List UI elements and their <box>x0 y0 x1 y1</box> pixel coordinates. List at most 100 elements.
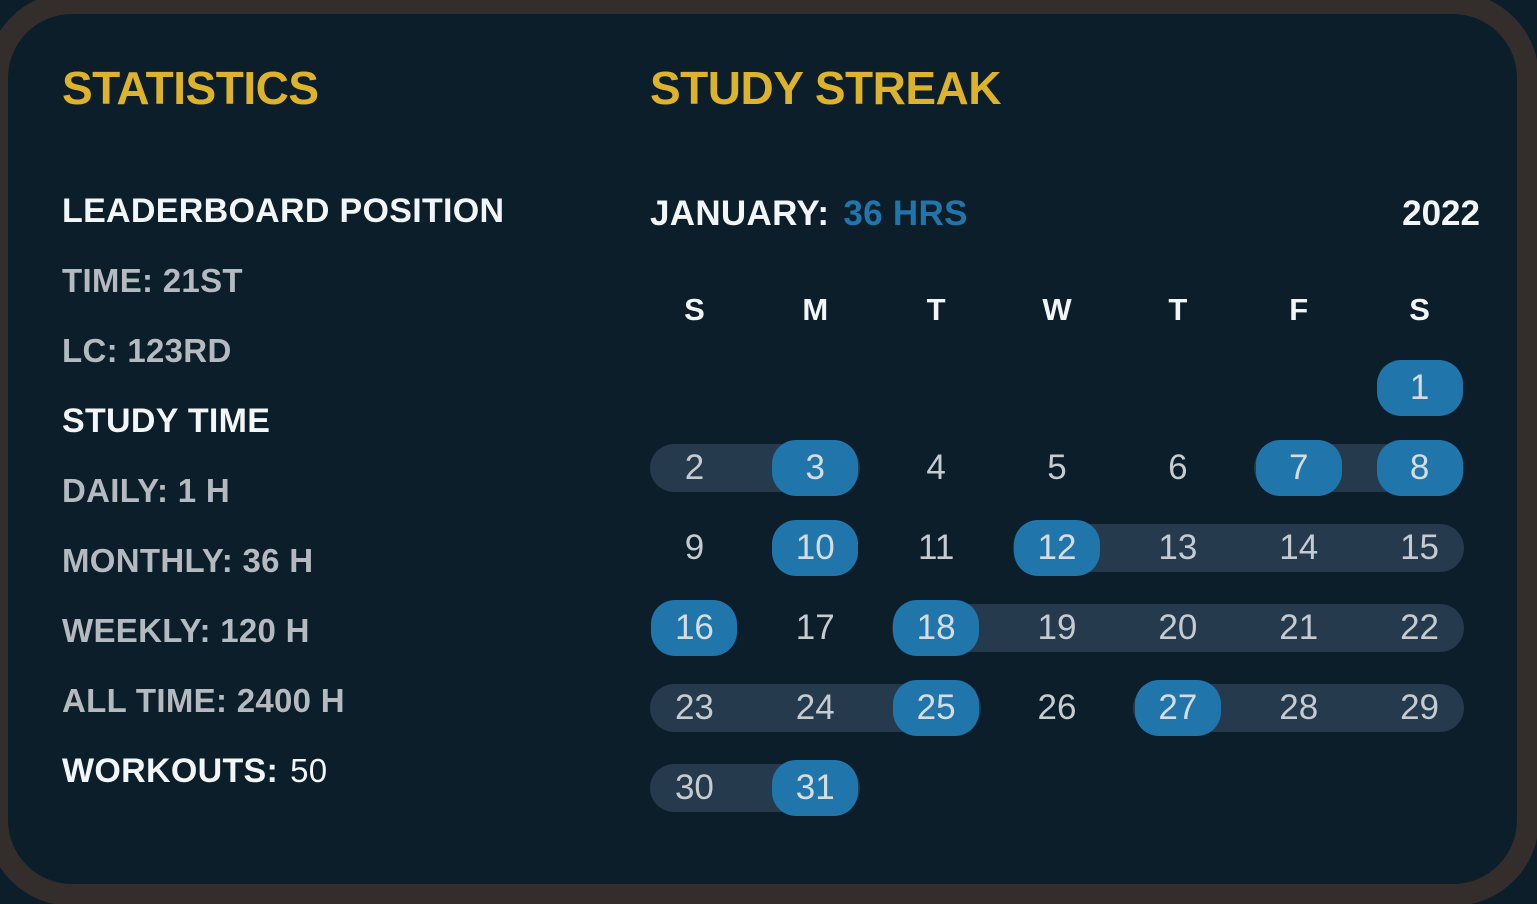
study-time-heading: STUDY TIME <box>62 401 271 440</box>
weekday-header: S <box>1409 292 1430 327</box>
active-day-chip: 3 <box>772 440 859 496</box>
active-day-chip: 27 <box>1134 680 1221 736</box>
calendar-day: 5 <box>997 428 1118 508</box>
calendar-day-empty <box>876 348 997 428</box>
day-number: 8 <box>1409 448 1430 487</box>
day-number: 2 <box>684 448 705 487</box>
active-day-chip: 7 <box>1255 440 1342 496</box>
leaderboard-position-heading: LEADERBOARD POSITION <box>62 191 505 230</box>
calendar-day: 24 <box>754 668 876 748</box>
active-day-chip: 18 <box>893 600 980 656</box>
day-number: 29 <box>1400 688 1440 727</box>
calendar-day-empty <box>997 748 1118 828</box>
calendar-day: 21 <box>1238 588 1360 668</box>
calendar-day-active: 1 <box>1359 348 1480 428</box>
calendar-day-empty <box>755 348 876 428</box>
day-number: 6 <box>1168 448 1188 487</box>
active-day-chip: 25 <box>893 680 980 736</box>
study-streak-title: STUDY STREAK <box>650 62 1001 114</box>
calendar-day: 14 <box>1238 508 1360 588</box>
calendar-day-empty <box>1117 348 1238 428</box>
weekday-header: F <box>1289 292 1309 327</box>
workouts-label: WORKOUTS: <box>62 751 279 790</box>
day-number: 25 <box>916 688 956 727</box>
calendar-day: 17 <box>755 588 876 668</box>
day-number: 9 <box>684 528 705 567</box>
month-summary-row: JANUARY: 36 HRS 2022 <box>650 192 1480 236</box>
study-streak-panel: STUDY STREAK JANUARY: 36 HRS 2022 S M T W T F… <box>650 14 1517 884</box>
weekday-header: W <box>1042 292 1072 327</box>
calendar-day: 26 <box>997 668 1118 748</box>
monthly-study-time: MONTHLY: 36 H <box>62 542 314 579</box>
day-number: 12 <box>1037 528 1077 567</box>
lc-rank: LC: 123RD <box>62 332 232 369</box>
year-label: 2022 <box>1402 194 1480 233</box>
day-number: 3 <box>805 448 825 487</box>
streak-track-segment <box>1359 684 1464 732</box>
streak-track-segment <box>1359 524 1464 572</box>
streak-track-segment <box>1238 524 1360 572</box>
workouts-value: 50 <box>290 752 328 789</box>
day-number: 21 <box>1279 608 1319 647</box>
calendar-day: 23 <box>634 668 755 748</box>
streak-track-segment <box>1117 604 1239 652</box>
weekday-header: T <box>1168 292 1188 327</box>
streak-track-segment <box>1359 604 1464 652</box>
calendar-day-active: 18 <box>876 588 997 668</box>
month-label: JANUARY: <box>650 194 830 233</box>
day-number: 15 <box>1400 528 1440 567</box>
day-number: 23 <box>674 688 714 727</box>
calendar-grid: S M T W T F S 1 2 3 4 5 6 7 8 9 10 11 12 13 14 15 16 17 18 19 20 21… <box>634 272 1480 828</box>
calendar-day: 19 <box>996 588 1118 668</box>
calendar-day: 4 <box>876 428 997 508</box>
streak-track-segment <box>1117 524 1239 572</box>
streak-track-segment <box>1238 604 1360 652</box>
calendar-day: 30 <box>634 748 755 828</box>
calendar-day-empty <box>997 348 1118 428</box>
day-number: 10 <box>795 528 835 567</box>
weekday-header: S <box>684 292 705 327</box>
daily-study-time: DAILY: 1 H <box>62 472 231 509</box>
weekday-header: M <box>802 292 829 327</box>
day-number: 16 <box>674 608 714 647</box>
statistics-title: STATISTICS <box>62 62 319 114</box>
calendar-day-active: 10 <box>755 508 876 588</box>
active-day-chip: 8 <box>1376 440 1463 496</box>
streak-track-segment <box>650 684 755 732</box>
day-number: 13 <box>1158 528 1198 567</box>
streak-track-segment <box>754 684 876 732</box>
calendar-day: 29 <box>1359 668 1480 748</box>
streak-track-segment <box>1238 684 1360 732</box>
calendar-day-active: 31 <box>754 748 876 828</box>
active-day-chip: 16 <box>651 600 738 656</box>
day-number: 24 <box>795 688 835 727</box>
calendar-day-empty <box>1238 748 1359 828</box>
calendar-day-active: 3 <box>754 428 876 508</box>
day-number: 20 <box>1158 608 1198 647</box>
calendar-day-empty <box>1359 748 1480 828</box>
calendar-day: 28 <box>1238 668 1360 748</box>
active-day-chip: 1 <box>1376 360 1463 416</box>
weekly-study-time: WEEKLY: 120 H <box>62 612 310 649</box>
day-number: 19 <box>1037 608 1077 647</box>
calendar-day: 9 <box>634 508 755 588</box>
calendar-day: 2 <box>634 428 755 508</box>
calendar-day-empty <box>876 748 997 828</box>
day-number: 27 <box>1158 688 1198 727</box>
day-number: 1 <box>1409 368 1430 407</box>
calendar-day-empty <box>634 348 755 428</box>
calendar-day-active: 8 <box>1359 428 1480 508</box>
day-number: 26 <box>1037 688 1077 727</box>
workouts-line: WORKOUTS: 50 <box>62 736 650 806</box>
calendar-day-active: 25 <box>875 668 997 748</box>
streak-track-segment <box>650 764 755 812</box>
day-number: 31 <box>795 768 835 807</box>
calendar-day-empty <box>1117 748 1238 828</box>
calendar-day: 22 <box>1359 588 1480 668</box>
weekday-header: T <box>926 292 946 327</box>
calendar-day: 13 <box>1117 508 1239 588</box>
day-number: 28 <box>1279 688 1319 727</box>
calendar-day: 15 <box>1359 508 1480 588</box>
day-number: 5 <box>1047 448 1067 487</box>
calendar-day-active: 7 <box>1238 428 1360 508</box>
